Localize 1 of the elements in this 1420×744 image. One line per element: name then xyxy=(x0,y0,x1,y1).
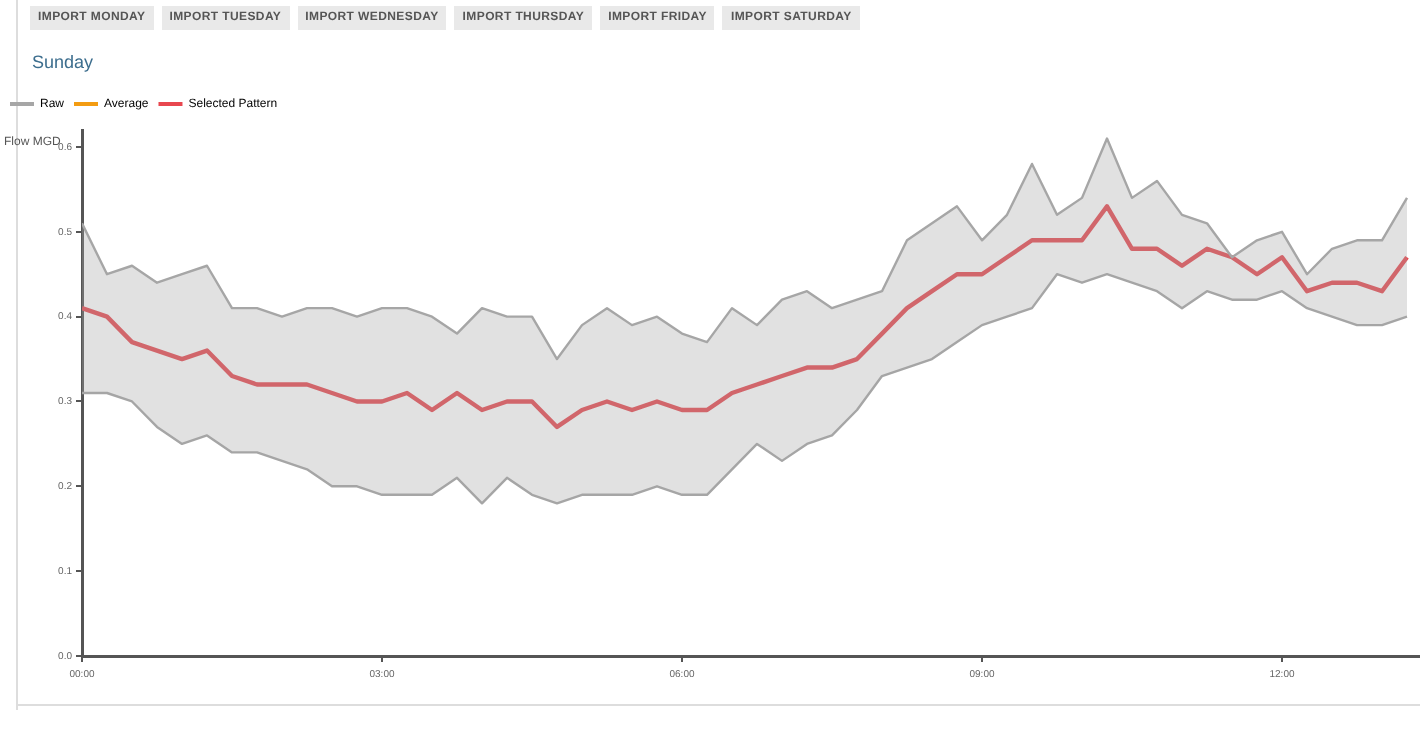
chart-title: Sunday xyxy=(32,52,94,72)
